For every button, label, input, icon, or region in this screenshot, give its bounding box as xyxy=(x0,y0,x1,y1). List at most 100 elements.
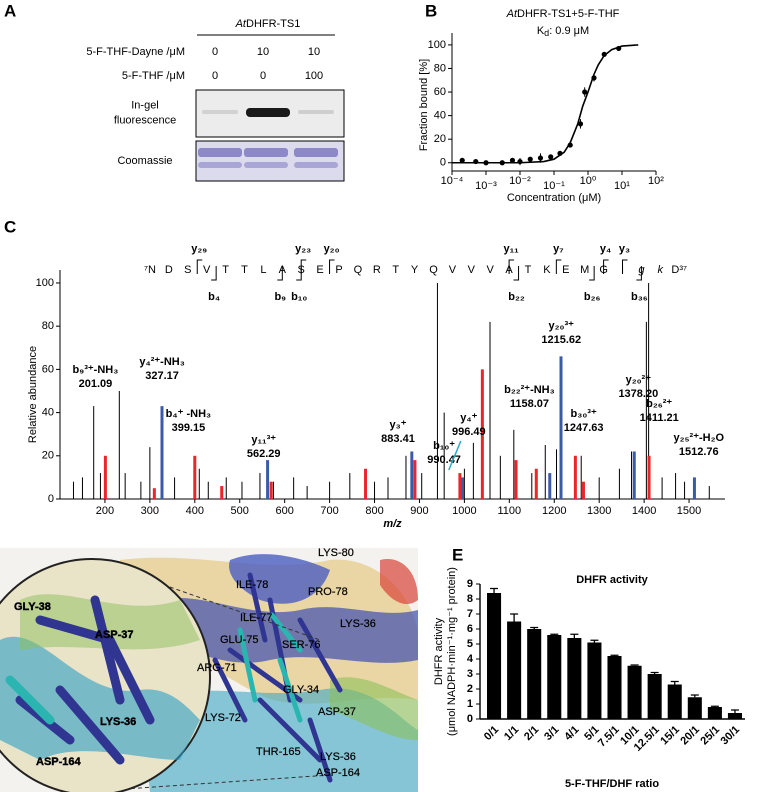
residue: ⁷N xyxy=(144,264,156,276)
annotation-label: y₃⁺ xyxy=(389,419,406,431)
x-tick-label: 300 xyxy=(141,505,159,517)
y-fragment: y₂₉ xyxy=(191,243,207,255)
annotation-mz: 1411.21 xyxy=(640,412,679,424)
chart-title-rest: DHFR-TS1+5-F-THF xyxy=(517,8,620,20)
annotation-label: b₁₀⁺ xyxy=(433,440,455,452)
error-bar xyxy=(610,654,619,656)
ribbon xyxy=(330,677,418,740)
b-fragment: b₂₂ xyxy=(508,291,525,303)
gel-cell: 0 xyxy=(212,70,218,82)
data-point xyxy=(509,157,516,163)
data-point xyxy=(601,51,607,57)
coomassie-band xyxy=(198,162,242,168)
annotation-mz: 562.29 xyxy=(247,448,281,460)
gel-row-label: 5-F-THF /μM xyxy=(122,70,185,82)
annotation-mz: 399.15 xyxy=(172,422,206,434)
error-bar xyxy=(690,694,699,698)
x-tick-label: 10² xyxy=(648,175,664,187)
data-point xyxy=(582,89,588,95)
zoom-residue-label: LYS-36 xyxy=(100,716,136,728)
data-point xyxy=(567,142,573,148)
residue-label: ASP-164 xyxy=(316,767,360,779)
fragment-bracket xyxy=(603,259,609,274)
x-tick-label: 10⁻³ xyxy=(475,180,497,192)
residue-label: LYS-72 xyxy=(205,712,241,724)
gel-cell: 0 xyxy=(212,46,218,58)
bar xyxy=(727,713,742,719)
bar xyxy=(627,665,642,719)
b-fragment: b₉ xyxy=(274,291,286,303)
zoom-guide xyxy=(109,774,331,791)
coomassie-band xyxy=(244,162,288,168)
bar xyxy=(647,674,662,719)
y-tick-label: 2 xyxy=(467,683,473,695)
subtitle-rest: : 0.9 μM xyxy=(549,25,589,37)
residue-stick xyxy=(297,617,343,693)
residue-label: THR-165 xyxy=(256,746,301,758)
y-tick-label: 8 xyxy=(467,593,473,605)
gel-title-rest: DHFR-TS1 xyxy=(246,18,300,30)
y-tick-label: 20 xyxy=(434,133,446,145)
zoom-stick xyxy=(105,635,155,725)
annotation-mz: 1215.62 xyxy=(541,334,581,346)
fragment-bracket xyxy=(636,266,642,281)
zoom-stick xyxy=(35,615,115,645)
residue: T xyxy=(525,264,532,276)
residue: R xyxy=(373,264,381,276)
b-fragment: b₃₆ xyxy=(631,291,648,303)
data-point xyxy=(591,75,597,81)
annotation-mz: 327.17 xyxy=(145,370,179,382)
annotation-mz: 996.49 xyxy=(452,426,486,438)
x-tick-label: 1500 xyxy=(677,505,701,517)
data-point xyxy=(557,150,563,156)
annotation-mz: 990.47 xyxy=(427,454,461,466)
blot-label: Coomassie xyxy=(117,155,172,167)
y-axis-label: Fraction bound [%] xyxy=(418,59,430,151)
y-tick-label: 20 xyxy=(42,450,54,462)
panel-label: A xyxy=(4,1,16,20)
ribbon xyxy=(160,597,418,663)
x-tick-label: 1000 xyxy=(452,505,476,517)
residue-label: ILE-78 xyxy=(236,579,268,591)
ribbon xyxy=(380,559,418,605)
data-point xyxy=(473,158,479,165)
annotation-label: y₄⁺ xyxy=(460,412,477,424)
panel-label: B xyxy=(425,1,437,20)
x-axis-label: 5-F-THF/DHF ratio xyxy=(565,778,659,790)
y-axis-label: (μmol NADPH·min⁻¹·mg⁻¹ protein) xyxy=(446,567,458,736)
panel-label: C xyxy=(4,217,16,236)
residue-label: LYS-36 xyxy=(340,618,376,630)
annotation-label: b₂₂²⁺-NH₃ xyxy=(504,384,555,396)
fragment-bracket xyxy=(196,259,203,274)
x-tick-label: 900 xyxy=(410,505,428,517)
residue-stick xyxy=(257,697,323,763)
y-tick-label: 100 xyxy=(428,39,446,51)
x-tick-label: 1200 xyxy=(542,505,566,517)
x-tick-label: 400 xyxy=(186,505,204,517)
fragment-bracket xyxy=(622,259,628,274)
annotation-label: y₂₅²⁺-H₂O xyxy=(673,432,724,444)
y-fragment: y₁₁ xyxy=(503,243,519,255)
y-tick-label: 60 xyxy=(434,86,446,98)
coomassie-band xyxy=(244,148,288,157)
bar xyxy=(507,621,522,719)
residue: D xyxy=(165,264,173,276)
error-bar xyxy=(730,709,739,713)
error-bar xyxy=(570,633,579,638)
zoom-guide xyxy=(149,579,321,641)
residue: L xyxy=(260,264,266,276)
annotation-leader xyxy=(448,440,462,471)
structure-view: GLY-38 ASP-37 LYS-36 ASP-164 LYS-80 ILE-78 PRO… xyxy=(0,547,418,792)
y-tick-label: 7 xyxy=(467,608,473,620)
data-point xyxy=(616,45,622,52)
bar xyxy=(547,635,562,719)
bar xyxy=(667,684,682,719)
chart-subtitle: Kd: 0.9 μM xyxy=(537,25,589,38)
residue-label: LYS-36 xyxy=(320,751,356,763)
x-tick-label: 700 xyxy=(320,505,338,517)
bar xyxy=(487,593,502,719)
annotation-mz: 1512.76 xyxy=(679,446,719,458)
annotation-label: y₁₁³⁺ xyxy=(251,434,276,446)
bar xyxy=(567,638,582,719)
